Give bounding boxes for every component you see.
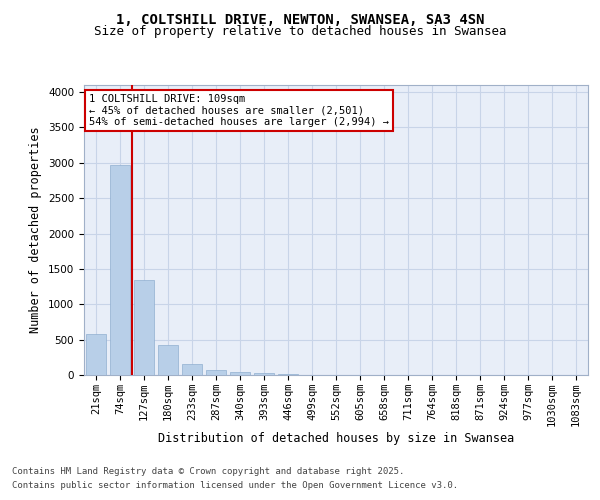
- Bar: [110, 165, 130, 375]
- Bar: [134, 280, 154, 375]
- X-axis label: Distribution of detached houses by size in Swansea: Distribution of detached houses by size …: [158, 432, 514, 445]
- Text: 1, COLTSHILL DRIVE, NEWTON, SWANSEA, SA3 4SN: 1, COLTSHILL DRIVE, NEWTON, SWANSEA, SA3…: [116, 12, 484, 26]
- Bar: [278, 374, 298, 375]
- Text: Contains HM Land Registry data © Crown copyright and database right 2025.: Contains HM Land Registry data © Crown c…: [12, 467, 404, 476]
- Text: Contains public sector information licensed under the Open Government Licence v3: Contains public sector information licen…: [12, 481, 458, 490]
- Y-axis label: Number of detached properties: Number of detached properties: [29, 126, 43, 334]
- Bar: [86, 334, 106, 375]
- Bar: [254, 373, 274, 375]
- Bar: [206, 370, 226, 375]
- Text: 1 COLTSHILL DRIVE: 109sqm
← 45% of detached houses are smaller (2,501)
54% of se: 1 COLTSHILL DRIVE: 109sqm ← 45% of detac…: [89, 94, 389, 127]
- Bar: [230, 372, 250, 375]
- Bar: [182, 364, 202, 375]
- Bar: [158, 344, 178, 375]
- Text: Size of property relative to detached houses in Swansea: Size of property relative to detached ho…: [94, 25, 506, 38]
